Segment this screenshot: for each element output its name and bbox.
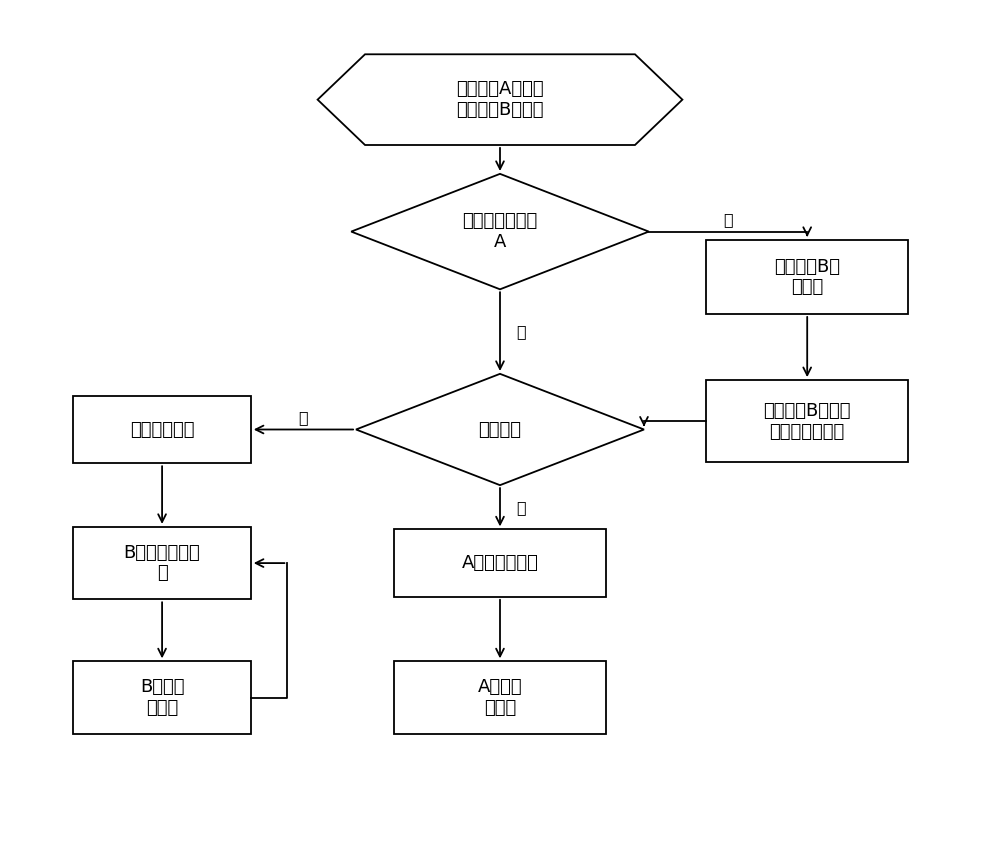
Text: 备份单元B接受主
控权前准备工作: 备份单元B接受主 控权前准备工作	[763, 402, 851, 441]
Text: 否: 否	[723, 211, 733, 227]
Bar	[73, 661, 251, 734]
Bar	[706, 380, 908, 462]
Text: 备份单元B禁
止输出: 备份单元B禁 止输出	[774, 258, 840, 296]
Text: 进行主备切换: 进行主备切换	[130, 421, 194, 438]
Text: 无: 无	[516, 500, 526, 515]
Text: 有: 有	[299, 410, 308, 424]
Text: A单元使能输出: A单元使能输出	[462, 554, 538, 572]
Text: 是否为主控单元
A: 是否为主控单元 A	[462, 212, 538, 251]
Polygon shape	[318, 54, 682, 145]
Bar	[706, 240, 908, 314]
Bar	[73, 527, 251, 600]
Text: 是: 是	[516, 324, 526, 339]
Bar	[394, 661, 606, 734]
Text: B单元控
制算法: B单元控 制算法	[140, 678, 184, 717]
Bar	[394, 529, 606, 597]
Polygon shape	[356, 374, 644, 485]
Text: B单元使能输出
出: B单元使能输出 出	[124, 544, 200, 582]
Bar	[73, 396, 251, 463]
Text: A单元控
制算法: A单元控 制算法	[478, 678, 522, 717]
Text: 故障诊断: 故障诊断	[479, 421, 522, 438]
Polygon shape	[351, 174, 649, 289]
Text: 主控单元A初始化
热备单元B初始化: 主控单元A初始化 热备单元B初始化	[456, 80, 544, 119]
